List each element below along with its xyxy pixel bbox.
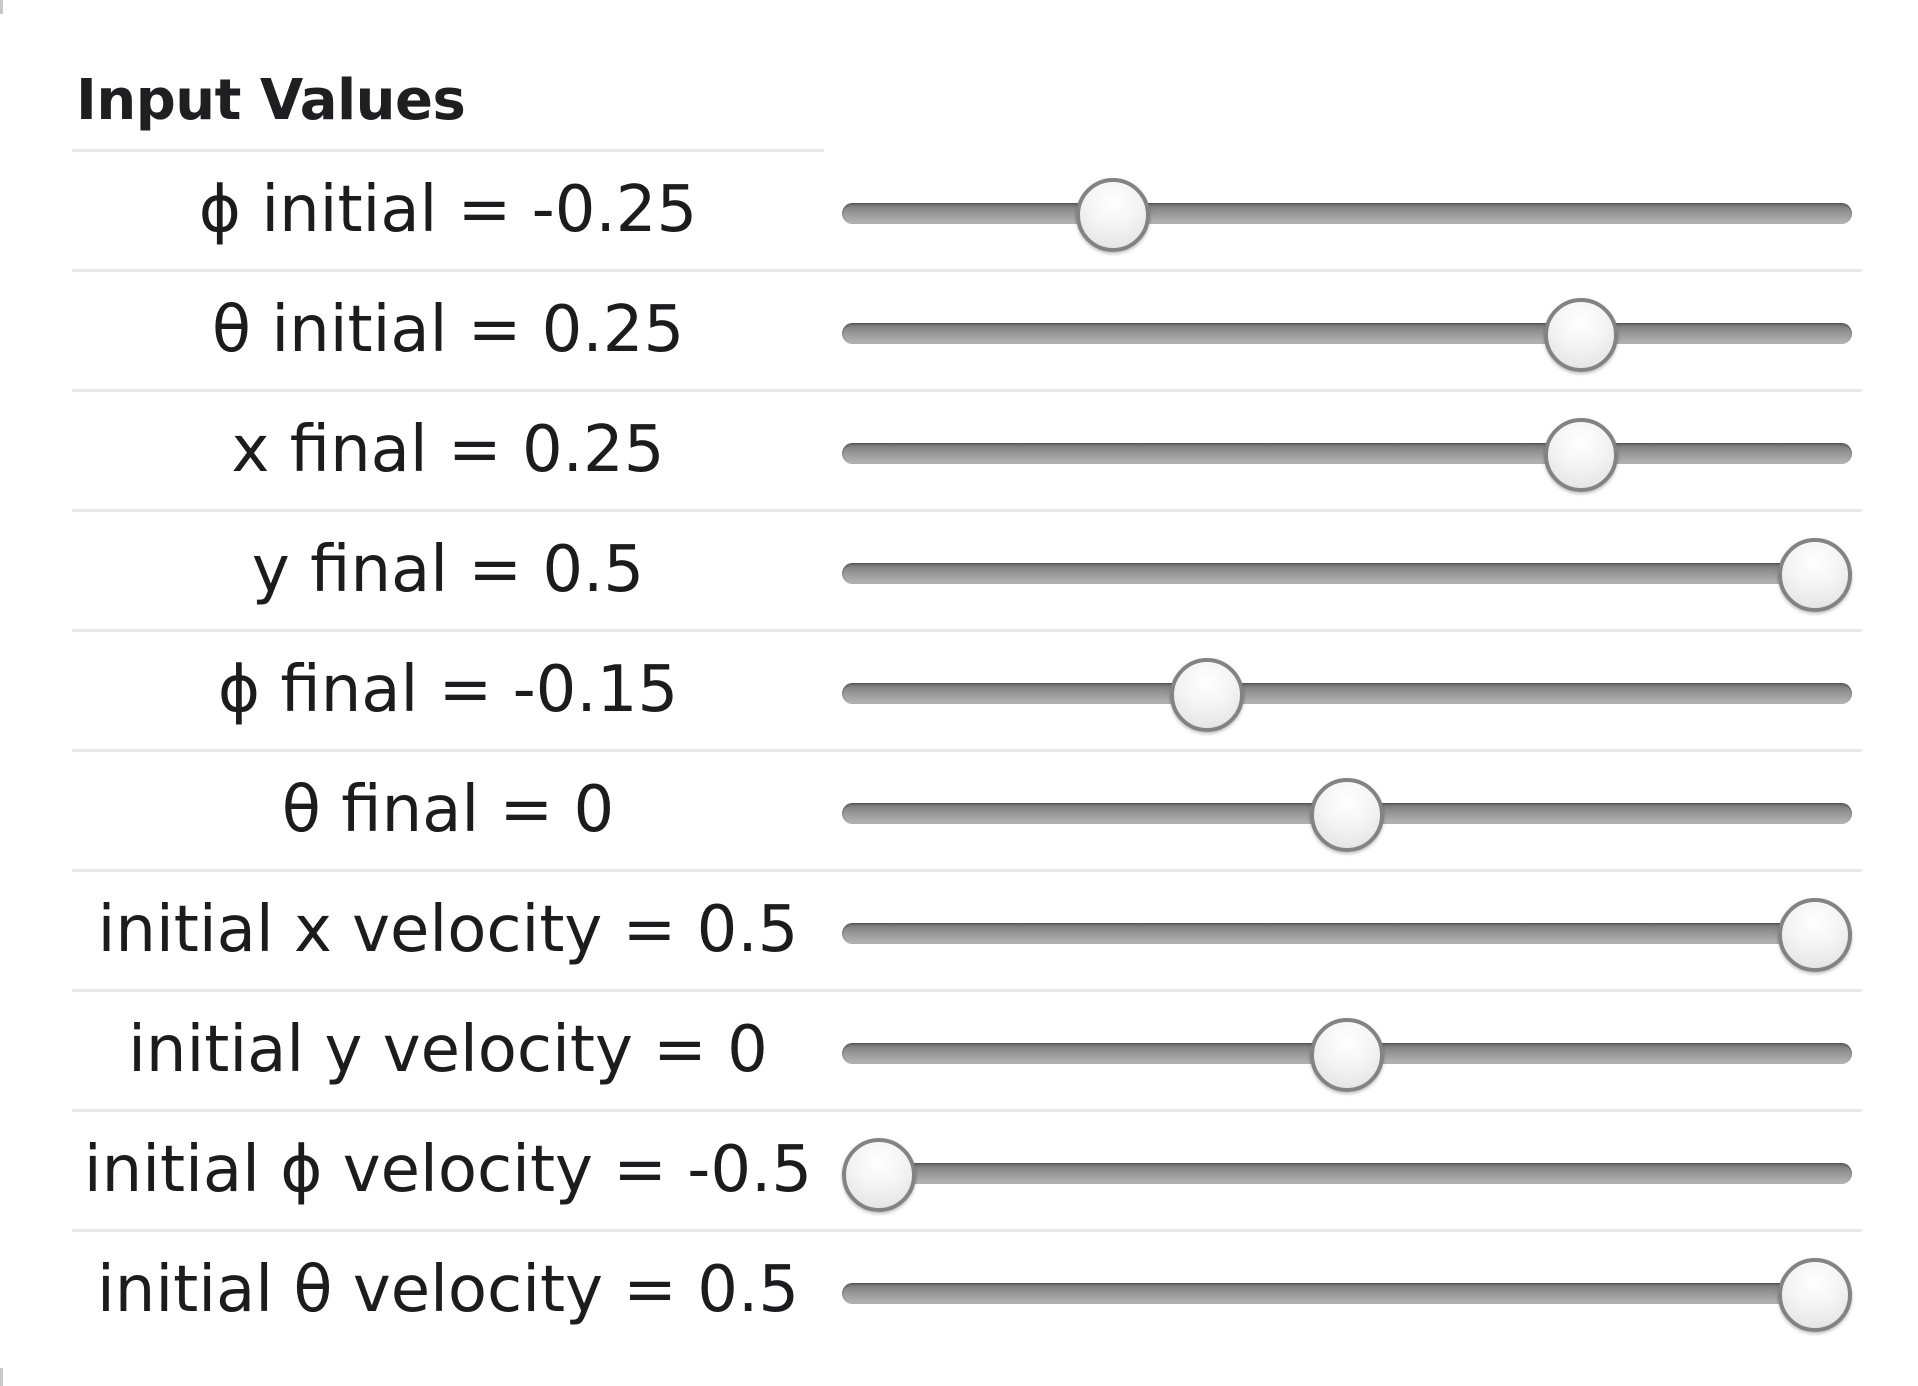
slider-row-theta-final: θ final = 0	[72, 752, 1862, 872]
slider-track[interactable]	[842, 1283, 1852, 1304]
slider-label: y final = 0.5	[251, 533, 645, 607]
slider-thumb[interactable]	[1778, 1258, 1852, 1332]
slider-label: θ final = 0	[281, 773, 615, 847]
slider-thumb[interactable]	[1169, 658, 1244, 732]
slider-thumb[interactable]	[1778, 538, 1852, 612]
slider-thumb[interactable]	[1310, 1018, 1384, 1092]
window-edge-top	[0, 0, 3, 14]
x-final-slider[interactable]	[842, 392, 1852, 509]
window-edge-bottom	[0, 1368, 3, 1386]
slider-row-initial-y-velocity: initial y velocity = 0	[72, 992, 1862, 1112]
slider-label: initial x velocity = 0.5	[97, 893, 799, 967]
slider-label: initial ϕ velocity = -0.5	[83, 1133, 813, 1207]
slider-label: ϕ initial = -0.25	[198, 173, 698, 247]
slider-track[interactable]	[842, 923, 1852, 944]
slider-track[interactable]	[842, 443, 1852, 464]
theta-final-slider[interactable]	[842, 752, 1852, 869]
slider-label: x final = 0.25	[231, 413, 665, 487]
slider-row-x-final: x final = 0.25	[72, 392, 1862, 512]
slider-thumb[interactable]	[842, 1138, 916, 1212]
slider-label: initial y velocity = 0	[128, 1013, 768, 1087]
slider-label: θ initial = 0.25	[211, 293, 685, 367]
initial-theta-velocity-slider[interactable]	[842, 1232, 1852, 1349]
phi-final-slider[interactable]	[842, 632, 1852, 749]
slider-thumb[interactable]	[1778, 898, 1852, 972]
panel-title: Input Values	[72, 0, 824, 152]
slider-label: initial θ velocity = 0.5	[96, 1253, 800, 1327]
slider-row-theta-initial: θ initial = 0.25	[72, 272, 1862, 392]
slider-track[interactable]	[842, 683, 1852, 704]
initial-phi-velocity-slider[interactable]	[842, 1112, 1852, 1229]
slider-track[interactable]	[842, 563, 1852, 584]
input-values-panel: Input Values ϕ initial = -0.25 θ initial…	[72, 0, 1862, 1352]
slider-thumb[interactable]	[1544, 298, 1618, 372]
initial-y-velocity-slider[interactable]	[842, 992, 1852, 1109]
slider-row-phi-initial: ϕ initial = -0.25	[72, 152, 1862, 272]
slider-row-initial-x-velocity: initial x velocity = 0.5	[72, 872, 1862, 992]
slider-track[interactable]	[842, 203, 1852, 224]
slider-row-y-final: y final = 0.5	[72, 512, 1862, 632]
y-final-slider[interactable]	[842, 512, 1852, 629]
slider-row-phi-final: ϕ final = -0.15	[72, 632, 1862, 752]
phi-initial-slider[interactable]	[842, 152, 1852, 269]
slider-thumb[interactable]	[1544, 418, 1618, 492]
slider-label: ϕ final = -0.15	[217, 653, 679, 727]
slider-track[interactable]	[842, 323, 1852, 344]
slider-thumb[interactable]	[1310, 778, 1384, 852]
slider-thumb[interactable]	[1076, 178, 1150, 252]
initial-x-velocity-slider[interactable]	[842, 872, 1852, 989]
slider-row-initial-phi-velocity: initial ϕ velocity = -0.5	[72, 1112, 1862, 1232]
slider-track[interactable]	[842, 1163, 1852, 1184]
theta-initial-slider[interactable]	[842, 272, 1852, 389]
slider-row-initial-theta-velocity: initial θ velocity = 0.5	[72, 1232, 1862, 1352]
